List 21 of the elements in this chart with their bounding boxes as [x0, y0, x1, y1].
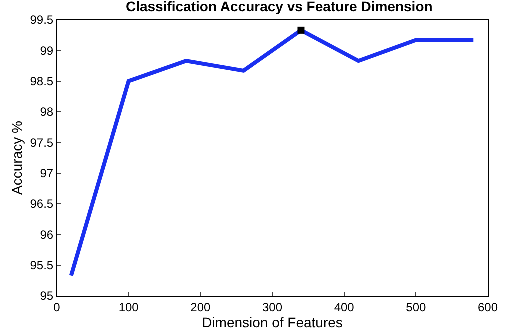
y-tick-label: 95.5 — [30, 258, 54, 273]
y-tick-label: 99 — [40, 44, 54, 58]
y-tick-label: 96 — [40, 228, 54, 242]
x-tick-label: 0 — [54, 300, 61, 314]
y-tick-label: 97.5 — [30, 136, 54, 150]
y-tick-label: 96.5 — [30, 197, 54, 212]
y-tick-label: 98.5 — [30, 74, 54, 89]
y-axis-title: Accuracy % — [8, 121, 25, 195]
y-tick-label: 99.5 — [30, 13, 54, 28]
chart-title: Classification Accuracy vs Feature Dimension — [126, 0, 433, 14]
y-tick-label: 98 — [40, 105, 54, 120]
line-series — [69, 28, 476, 278]
x-tick-label: 100 — [118, 300, 140, 314]
x-tick-label: 600 — [478, 300, 498, 314]
x-tick-label: 500 — [406, 300, 426, 314]
x-axis-title: Dimension of Features — [202, 314, 343, 330]
y-tick-label: 97 — [40, 166, 54, 181]
x-tick-label: 400 — [334, 300, 355, 314]
y-tick-label: 95 — [40, 289, 54, 304]
x-tick-label: 200 — [190, 300, 211, 314]
x-tick-label: 300 — [262, 300, 283, 314]
